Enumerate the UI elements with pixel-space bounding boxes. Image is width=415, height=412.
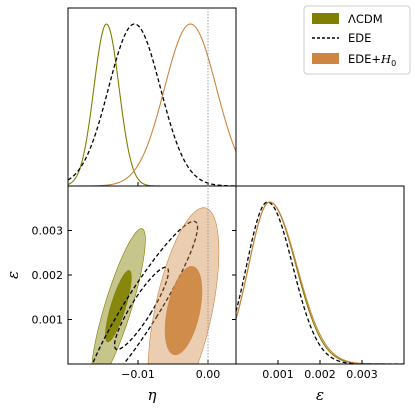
eps-marginal-panel: 0.001 0.002 0.003 <box>235 185 405 381</box>
legend-swatch-ede-h0 <box>312 53 339 64</box>
eps-marginal-curve-ede-h0 <box>236 201 404 364</box>
eps-ytick-label: 0.001 <box>32 314 64 327</box>
legend-swatch-lcdm <box>312 13 339 24</box>
eta-tick-label: 0.00 <box>196 368 221 381</box>
contour-ede-h0-1sigma <box>164 266 203 356</box>
legend-label-lcdm: ΛCDM <box>348 12 383 26</box>
x-axis-label-eta: η <box>148 386 157 404</box>
eps-marginal-curve--cdm <box>236 201 404 364</box>
eps-marginal-curve-ede <box>236 201 404 364</box>
eps-ytick-label: 0.002 <box>32 269 64 282</box>
eps-xtick-label: 0.001 <box>262 368 294 381</box>
legend-label-ede: EDE <box>348 31 371 45</box>
x-axis-label-eps: ε <box>316 386 324 404</box>
eps-xtick-label: 0.002 <box>304 368 336 381</box>
eta-marginal-curve-ede-h0 <box>68 23 236 186</box>
y-axis-label-eps: ε <box>4 271 22 279</box>
eta-marginal-panel <box>67 7 237 187</box>
eta-eps-joint-panel: −0.01 0.00 0.001 0.002 0.003 <box>32 185 237 381</box>
eta-marginal-curve-ede <box>68 23 236 186</box>
eta-marginal-curve--cdm <box>68 23 236 186</box>
eps-ytick-label: 0.003 <box>32 225 64 238</box>
eps-xtick-label: 0.003 <box>346 368 378 381</box>
eta-tick-label: −0.01 <box>121 368 155 381</box>
legend: ΛCDM EDE EDE+H0 <box>303 5 411 75</box>
legend-label-ede-h0: EDE+H0 <box>348 52 396 68</box>
contour-ede-1sigma <box>113 266 170 351</box>
